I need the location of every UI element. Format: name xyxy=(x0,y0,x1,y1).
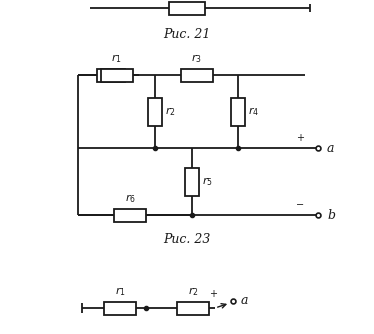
Bar xyxy=(114,208,146,221)
Text: $r_2$: $r_2$ xyxy=(188,285,198,298)
Bar xyxy=(104,302,136,315)
Bar xyxy=(181,68,212,81)
Bar xyxy=(169,1,205,14)
Text: $r_3$: $r_3$ xyxy=(191,52,202,65)
Text: +: + xyxy=(296,133,304,143)
Text: Рис. 23: Рис. 23 xyxy=(163,233,211,246)
Bar xyxy=(231,98,245,126)
Text: a: a xyxy=(327,142,334,155)
Bar xyxy=(96,68,125,81)
Text: $r_2$: $r_2$ xyxy=(165,105,176,118)
Text: Рис. 21: Рис. 21 xyxy=(163,28,211,41)
Text: $r_1$: $r_1$ xyxy=(114,285,125,298)
Text: −: − xyxy=(296,200,304,210)
Text: $r_1$: $r_1$ xyxy=(111,52,122,65)
Bar xyxy=(101,68,132,81)
Text: $r_6$: $r_6$ xyxy=(125,192,135,205)
Text: b: b xyxy=(327,208,335,221)
Bar xyxy=(185,167,199,195)
Text: $r_4$: $r_4$ xyxy=(248,105,259,118)
Text: $r_5$: $r_5$ xyxy=(202,175,213,188)
Bar xyxy=(177,302,209,315)
Text: a: a xyxy=(241,295,248,308)
Bar xyxy=(148,98,162,126)
Text: +: + xyxy=(209,289,217,299)
